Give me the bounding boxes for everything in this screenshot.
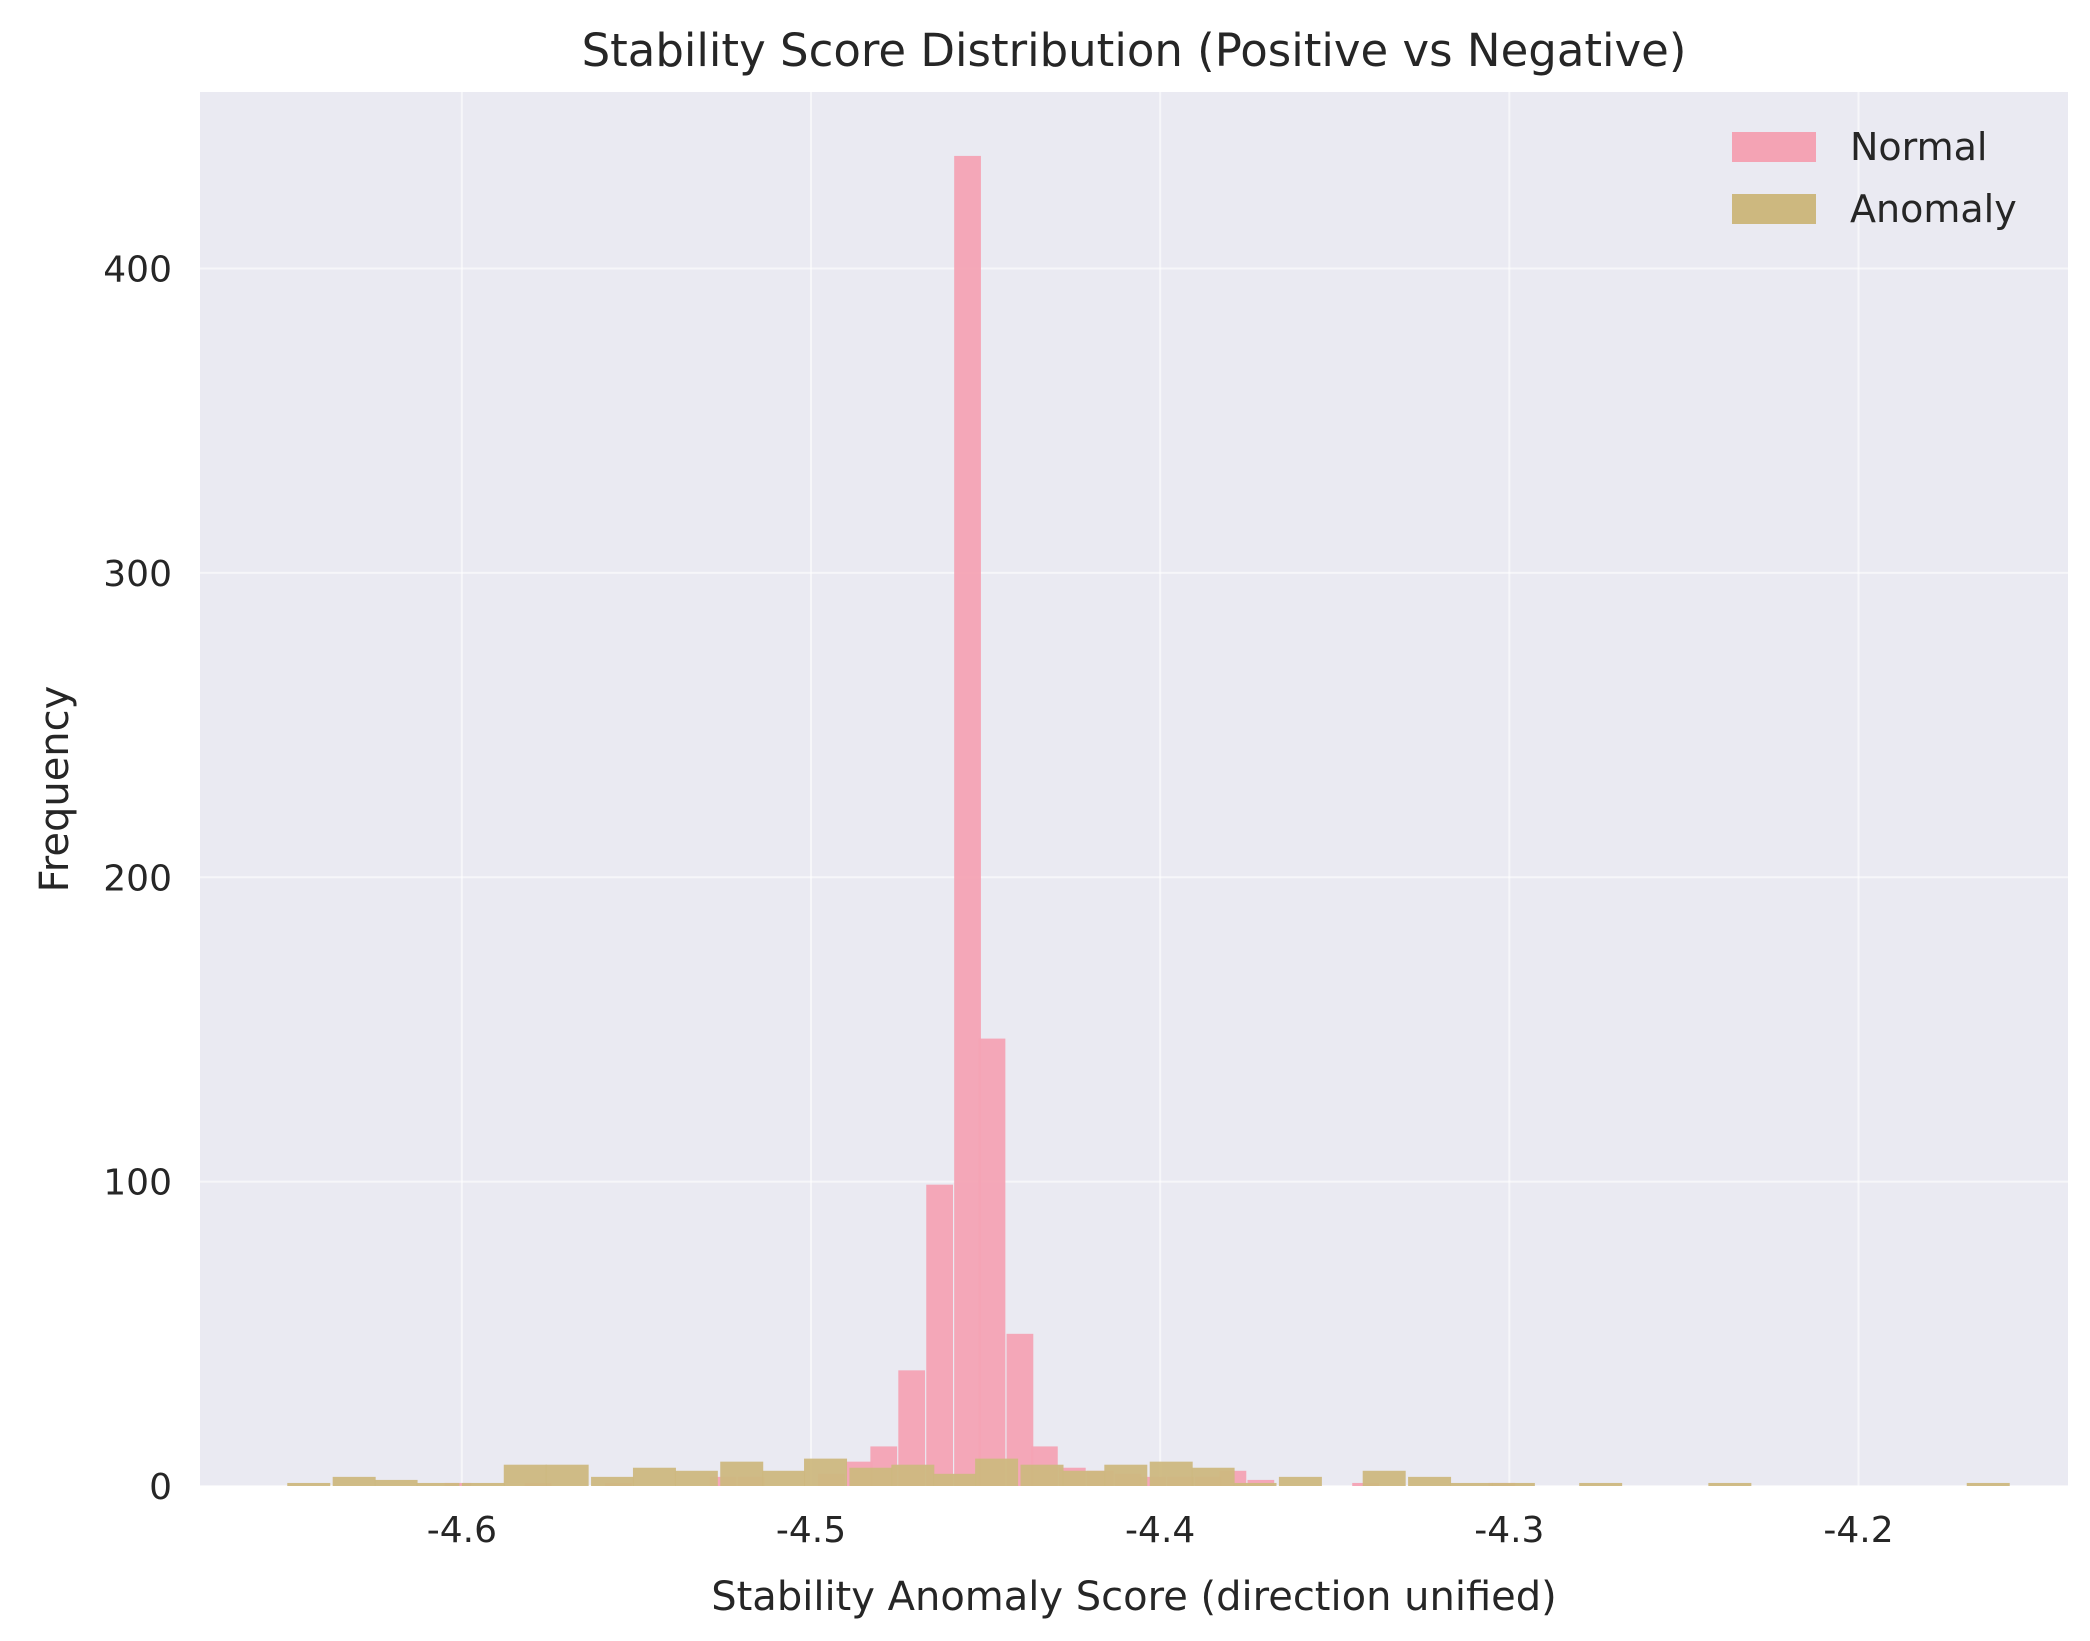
bar-anomaly-17: [1020, 1464, 1064, 1486]
y-tick-label-0: 0: [149, 1467, 172, 1508]
bar-anomaly-13: [849, 1467, 893, 1486]
bar-anomaly-2: [374, 1479, 418, 1486]
bar-anomaly-7: [591, 1476, 635, 1486]
bar-anomaly-23: [1278, 1476, 1322, 1486]
bar-anomaly-8: [632, 1467, 676, 1486]
bar-normal-10: [954, 155, 981, 1487]
bar-anomaly-6: [545, 1464, 589, 1486]
y-tick-label-2: 200: [103, 858, 172, 899]
y-tick-label-3: 300: [103, 554, 172, 595]
bar-anomaly-30: [1708, 1482, 1752, 1486]
bar-anomaly-25: [1362, 1470, 1406, 1486]
y-axis-ticks: 0 100 200 300 400: [103, 250, 172, 1508]
series-anomaly: [287, 1458, 2010, 1486]
x-tick-label-2: -4.4: [1125, 1510, 1195, 1551]
bar-anomaly-15: [933, 1473, 977, 1486]
bar-anomaly-29: [1579, 1482, 1623, 1486]
histogram-bars: [287, 155, 2010, 1487]
x-tick-label-0: -4.6: [427, 1510, 497, 1551]
bar-anomaly-16: [975, 1458, 1019, 1486]
legend-swatch-anomaly: [1732, 194, 1816, 224]
legend-label-anomaly: Anomaly: [1850, 187, 2017, 231]
x-tick-label-4: -4.2: [1823, 1510, 1893, 1551]
chart-title: Stability Score Distribution (Positive v…: [582, 24, 1687, 77]
bar-normal-11: [978, 1038, 1006, 1486]
bar-anomaly-18: [1062, 1470, 1106, 1486]
bar-anomaly-10: [720, 1461, 764, 1486]
bar-anomaly-5: [503, 1464, 547, 1486]
bar-anomaly-4: [461, 1482, 505, 1486]
bar-normal-9: [926, 1184, 953, 1486]
bar-anomaly-19: [1104, 1464, 1148, 1486]
bar-anomaly-12: [804, 1458, 848, 1486]
bar-anomaly-1: [332, 1476, 376, 1486]
plot-area: [200, 92, 2068, 1486]
y-tick-label-4: 400: [103, 250, 172, 291]
x-tick-label-3: -4.3: [1474, 1510, 1544, 1551]
y-axis-label: Frequency: [32, 686, 78, 893]
bar-anomaly-3: [416, 1482, 460, 1486]
bar-anomaly-31: [1966, 1482, 2010, 1486]
legend: Normal Anomaly: [1732, 125, 2017, 231]
legend-label-normal: Normal: [1850, 125, 1988, 169]
bar-anomaly-11: [762, 1470, 806, 1486]
bar-anomaly-9: [674, 1470, 718, 1486]
bar-anomaly-0: [287, 1482, 331, 1486]
bar-anomaly-20: [1149, 1461, 1193, 1486]
bar-anomaly-21: [1191, 1467, 1235, 1486]
y-tick-label-1: 100: [103, 1163, 172, 1204]
bar-anomaly-22: [1233, 1482, 1277, 1486]
x-axis-ticks: -4.6 -4.5 -4.4 -4.3 -4.2: [427, 1510, 1894, 1551]
bar-anomaly-28: [1491, 1482, 1535, 1486]
legend-swatch-normal: [1732, 132, 1816, 162]
bar-anomaly-27: [1449, 1482, 1493, 1486]
bar-anomaly-26: [1408, 1476, 1452, 1486]
x-axis-label: Stability Anomaly Score (direction unifi…: [711, 1574, 1557, 1620]
x-tick-label-1: -4.5: [776, 1510, 846, 1551]
bar-anomaly-14: [891, 1464, 935, 1486]
